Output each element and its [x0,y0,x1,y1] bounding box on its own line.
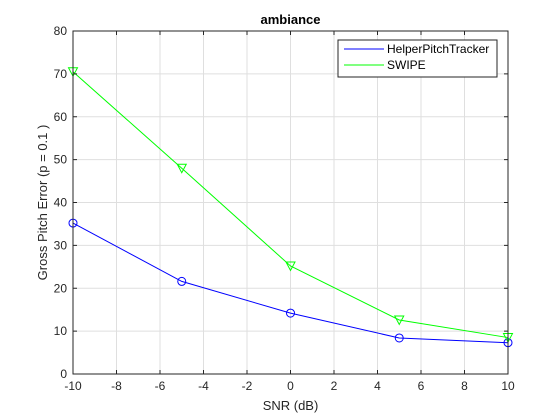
x-tick-label: -6 [155,379,166,393]
x-tick-label: -4 [198,379,209,393]
x-tick-label: 10 [501,379,515,393]
data-point-swipe [176,163,188,174]
data-point-helperpitchtracker [394,333,404,343]
y-tick-label: 50 [54,153,68,167]
series-line-swipe [72,71,509,339]
legend-label-helperpitchtracker: HelperPitchTracker [387,42,489,56]
data-point-helperpitchtracker [286,308,295,318]
data-point-helperpitchtracker [177,276,187,286]
legend-label-swipe: SWIPE [387,58,426,72]
data-point-swipe [393,315,405,326]
y-tick-label: 10 [54,324,68,338]
x-tick-label: -10 [64,379,82,393]
legend-box [337,39,498,78]
x-tick-label: 6 [418,379,425,393]
y-tick-label: 20 [54,281,68,295]
y-tick-label: 30 [54,238,68,252]
x-tick-label: 4 [374,379,381,393]
x-tick-label: 8 [461,379,468,393]
x-tick-label: -8 [111,379,122,393]
x-axis-label: SNR (dB) [263,398,319,413]
legend: HelperPitchTracker SWIPE [337,39,498,78]
y-tick-label: 0 [60,367,67,381]
data-point-swipe [285,261,296,272]
x-tick-label: -2 [242,379,253,393]
y-axis-label: Gross Pitch Error (p = 0.1 ) [35,125,50,281]
x-tick-label: 0 [287,379,294,393]
series-line-helperpitchtracker [72,222,509,344]
y-tick-label: 80 [54,24,68,38]
legend-entries: HelperPitchTracker SWIPE [344,42,489,72]
y-tick-label: 70 [54,67,68,81]
chart-title: ambiance [261,12,321,27]
ticks: -10 -8 -6 -4 -2 0 2 4 6 8 10 0 10 20 30 40 50 60 70 80 [54,24,515,393]
y-tick-label: 60 [54,110,68,124]
y-tick-label: 40 [54,196,68,210]
x-tick-label: 2 [331,379,338,393]
